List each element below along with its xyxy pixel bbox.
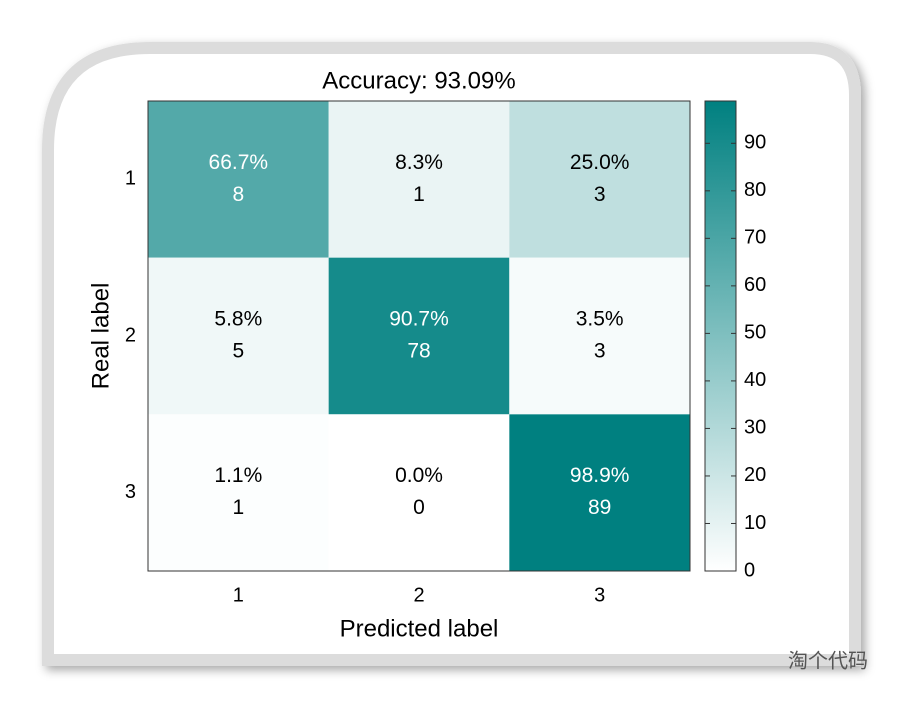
cell-count: 89 xyxy=(588,496,611,519)
cell xyxy=(148,257,329,415)
cell xyxy=(148,101,329,258)
cell xyxy=(509,257,690,415)
x-tick-label: 2 xyxy=(413,584,424,606)
cell xyxy=(328,414,510,571)
cell xyxy=(509,101,690,258)
cell xyxy=(509,414,690,571)
cell-count: 8 xyxy=(232,183,244,206)
colorbar-tick-label: 40 xyxy=(744,369,766,391)
cell-count: 5 xyxy=(232,340,244,363)
y-axis-label: Real label xyxy=(87,283,114,390)
cell-percent: 90.7% xyxy=(389,308,449,331)
cell-percent: 25.0% xyxy=(570,151,630,174)
cell-percent: 5.8% xyxy=(214,308,262,331)
cell-percent: 0.0% xyxy=(395,464,443,487)
colorbar-tick-label: 0 xyxy=(744,559,755,581)
colorbar-tick-label: 70 xyxy=(744,227,766,249)
watermark: 淘个代码 xyxy=(788,649,868,672)
cell-count: 3 xyxy=(594,340,606,363)
cell-percent: 3.5% xyxy=(576,308,624,331)
y-tick-label: 2 xyxy=(125,324,136,346)
cell-percent: 66.7% xyxy=(209,151,269,174)
y-tick-label: 3 xyxy=(125,481,136,503)
colorbar-tick-label: 60 xyxy=(744,274,766,296)
x-tick-label: 3 xyxy=(594,584,605,606)
colorbar-tick-label: 30 xyxy=(744,417,766,439)
colorbar-tick-label: 80 xyxy=(744,179,766,201)
cell-count: 0 xyxy=(413,496,425,519)
cell-count: 3 xyxy=(594,183,606,206)
cell-percent: 1.1% xyxy=(214,464,262,487)
colorbar-tick-label: 90 xyxy=(744,132,766,154)
x-axis-label: Predicted label xyxy=(340,615,499,642)
chart-title: Accuracy: 93.09% xyxy=(322,67,515,94)
colorbar-tick-label: 20 xyxy=(744,464,766,486)
cell-percent: 98.9% xyxy=(570,464,630,487)
cell-count: 78 xyxy=(407,340,430,363)
plot-border xyxy=(147,100,691,572)
colorbar xyxy=(704,100,737,572)
cell-count: 1 xyxy=(413,183,425,206)
colorbar-tick-label: 10 xyxy=(744,512,766,534)
cell-count: 1 xyxy=(232,496,244,519)
cell xyxy=(148,414,329,571)
cell xyxy=(328,101,510,258)
y-tick-label: 1 xyxy=(125,168,136,190)
cell-percent: 8.3% xyxy=(395,151,443,174)
x-tick-label: 1 xyxy=(233,584,244,606)
cell xyxy=(328,257,510,415)
colorbar-tick-label: 50 xyxy=(744,322,766,344)
